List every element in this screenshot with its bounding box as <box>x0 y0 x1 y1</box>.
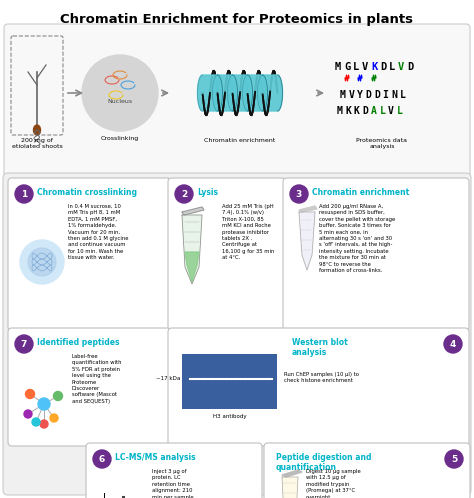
Text: 200 mg of
etiolated shoots: 200 mg of etiolated shoots <box>12 138 63 149</box>
Circle shape <box>40 420 48 428</box>
Text: 3: 3 <box>296 190 302 199</box>
Text: Chromatin Enrichment for Proteomics in plants: Chromatin Enrichment for Proteomics in p… <box>61 13 413 26</box>
Text: L: L <box>380 106 385 116</box>
Circle shape <box>54 391 63 400</box>
Text: L: L <box>353 62 359 72</box>
Text: Proteomics data
analysis: Proteomics data analysis <box>356 138 408 149</box>
FancyBboxPatch shape <box>8 178 171 331</box>
Text: Y: Y <box>357 90 363 100</box>
Circle shape <box>24 410 32 418</box>
Polygon shape <box>182 215 202 284</box>
Text: M: M <box>337 106 343 116</box>
Circle shape <box>20 240 64 284</box>
Polygon shape <box>282 470 302 477</box>
Text: Peptide digestion and
quantification: Peptide digestion and quantification <box>276 453 372 473</box>
Text: In 0.4 M sucrose, 10
mM Tris pH 8, 1 mM
EDTA, 1 mM PMSF,
1% formaldehyde.
Vacuum: In 0.4 M sucrose, 10 mM Tris pH 8, 1 mM … <box>68 204 128 260</box>
Text: M: M <box>340 90 346 100</box>
Text: 2: 2 <box>181 190 187 199</box>
Text: Digest 10 μg sample
with 12.5 μg of
modified trypsin
(Promega) at 37°C
overnight: Digest 10 μg sample with 12.5 μg of modi… <box>306 469 361 498</box>
Text: D: D <box>365 90 371 100</box>
Text: K: K <box>346 106 351 116</box>
Text: 6: 6 <box>99 455 105 464</box>
Circle shape <box>26 389 35 398</box>
Text: Lysis: Lysis <box>197 188 218 197</box>
FancyBboxPatch shape <box>168 178 286 331</box>
Text: L: L <box>389 62 395 72</box>
Text: Identified peptides: Identified peptides <box>37 338 119 347</box>
Text: L: L <box>400 90 405 100</box>
Text: Add 25 mM Tris (pH
7.4), 0.1% (w/v)
Triton X-100, 85
mM KCl and Roche
protease i: Add 25 mM Tris (pH 7.4), 0.1% (w/v) Trit… <box>222 204 274 260</box>
Circle shape <box>15 185 33 203</box>
Polygon shape <box>185 252 199 282</box>
Circle shape <box>28 248 56 276</box>
Polygon shape <box>228 75 253 111</box>
Text: V: V <box>348 90 355 100</box>
Text: Label-free
quantification with
5% FDR at protein
level using the
Proteome
Discov: Label-free quantification with 5% FDR at… <box>72 354 121 404</box>
Text: D: D <box>407 62 413 72</box>
FancyBboxPatch shape <box>86 443 262 498</box>
Text: K: K <box>354 106 360 116</box>
Text: V: V <box>388 106 394 116</box>
Text: 7: 7 <box>21 340 27 349</box>
Polygon shape <box>282 477 298 498</box>
Text: ~17 kDa: ~17 kDa <box>155 376 180 381</box>
Circle shape <box>38 398 50 410</box>
Text: Chromatin enrichment: Chromatin enrichment <box>204 138 275 143</box>
Circle shape <box>175 185 193 203</box>
Text: 1: 1 <box>21 190 27 199</box>
Text: I: I <box>383 90 388 100</box>
Polygon shape <box>182 207 204 215</box>
Circle shape <box>32 418 40 426</box>
Circle shape <box>444 335 462 353</box>
FancyBboxPatch shape <box>0 0 474 498</box>
Text: 4: 4 <box>450 340 456 349</box>
Polygon shape <box>299 212 315 270</box>
Text: Nucleus: Nucleus <box>108 99 133 104</box>
FancyBboxPatch shape <box>8 328 171 446</box>
Text: D: D <box>363 106 368 116</box>
Text: V: V <box>362 62 368 72</box>
Polygon shape <box>212 75 237 111</box>
Circle shape <box>445 450 463 468</box>
Text: N: N <box>391 90 397 100</box>
Text: D: D <box>374 90 380 100</box>
Text: V: V <box>398 62 404 72</box>
FancyBboxPatch shape <box>283 178 469 331</box>
Text: H3 antibody: H3 antibody <box>213 414 246 419</box>
FancyBboxPatch shape <box>168 328 469 446</box>
Circle shape <box>290 185 308 203</box>
Circle shape <box>82 55 158 131</box>
Text: Crosslinking: Crosslinking <box>101 136 139 141</box>
Text: 5: 5 <box>451 455 457 464</box>
Polygon shape <box>198 75 222 111</box>
Text: M: M <box>335 62 341 72</box>
Text: Add 200 μg/ml RNase A,
resuspend in SDS buffer,
cover the pellet with storage
bu: Add 200 μg/ml RNase A, resuspend in SDS … <box>319 204 395 273</box>
Polygon shape <box>299 206 317 212</box>
Text: A: A <box>371 106 377 116</box>
Polygon shape <box>243 75 267 111</box>
Ellipse shape <box>34 125 40 135</box>
Polygon shape <box>257 75 283 111</box>
Circle shape <box>50 414 58 422</box>
Text: D: D <box>380 62 386 72</box>
Text: Western blot
analysis: Western blot analysis <box>292 338 348 358</box>
Text: Chromatin crosslinking: Chromatin crosslinking <box>37 188 137 197</box>
Text: LC-MS/MS analysis: LC-MS/MS analysis <box>115 453 196 462</box>
Text: Run ChEP samples (10 μl) to
check histone enrichment: Run ChEP samples (10 μl) to check histon… <box>284 372 359 383</box>
Circle shape <box>15 335 33 353</box>
Text: K: K <box>371 62 377 72</box>
Text: G: G <box>344 62 350 72</box>
FancyBboxPatch shape <box>264 443 470 498</box>
FancyBboxPatch shape <box>4 24 470 179</box>
Text: Chromatin enrichment: Chromatin enrichment <box>312 188 409 197</box>
Text: L: L <box>396 106 402 116</box>
FancyBboxPatch shape <box>3 173 471 495</box>
Circle shape <box>93 450 111 468</box>
FancyBboxPatch shape <box>182 354 277 409</box>
Text: Inject 3 μg of
protein. LC
retention time
alignment: 210
min per sample.: Inject 3 μg of protein. LC retention tim… <box>152 469 195 498</box>
